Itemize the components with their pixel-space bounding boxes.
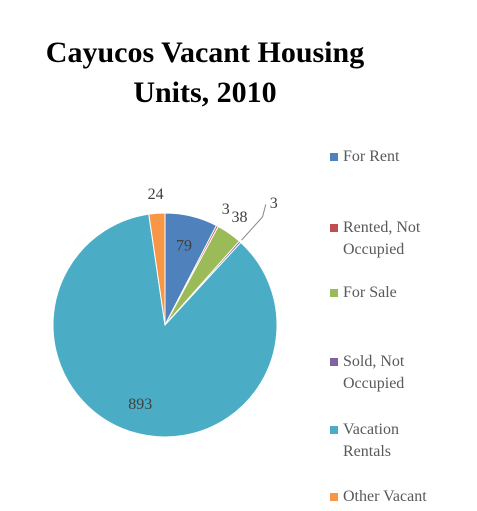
legend-swatch: [330, 289, 338, 297]
chart-title: Cayucos Vacant Housing Units, 2010: [46, 36, 364, 109]
legend-item: Other Vacant: [330, 488, 427, 505]
legend-label: Rented, Not Occupied: [343, 219, 421, 258]
data-label: 3: [270, 195, 278, 212]
data-label: 24: [148, 186, 164, 203]
legend-swatch: [330, 493, 338, 501]
data-label: 38: [231, 209, 247, 226]
legend-item: Vacation Rentals: [330, 421, 399, 460]
legend-item: For Rent: [330, 148, 400, 165]
data-label: 79: [176, 237, 192, 254]
legend-label: For Sale: [343, 284, 397, 301]
legend-item: Rented, Not Occupied: [330, 219, 421, 258]
legend-label: Vacation Rentals: [343, 421, 399, 460]
legend-item: For Sale: [330, 284, 397, 301]
legend-swatch: [330, 153, 338, 161]
legend-item: Sold, Not Occupied: [330, 353, 405, 392]
leader-line: [241, 204, 267, 241]
legend-label: For Rent: [343, 148, 400, 165]
legend-label: Other Vacant: [343, 488, 427, 505]
data-label: 893: [128, 396, 152, 413]
pie-slice: [52, 213, 278, 438]
pie-slice: [148, 212, 166, 326]
data-label: 3: [222, 201, 230, 218]
legend-swatch: [330, 358, 338, 366]
legend-swatch: [330, 426, 338, 434]
legend-swatch: [330, 224, 338, 232]
legend-label: Sold, Not Occupied: [343, 353, 405, 392]
